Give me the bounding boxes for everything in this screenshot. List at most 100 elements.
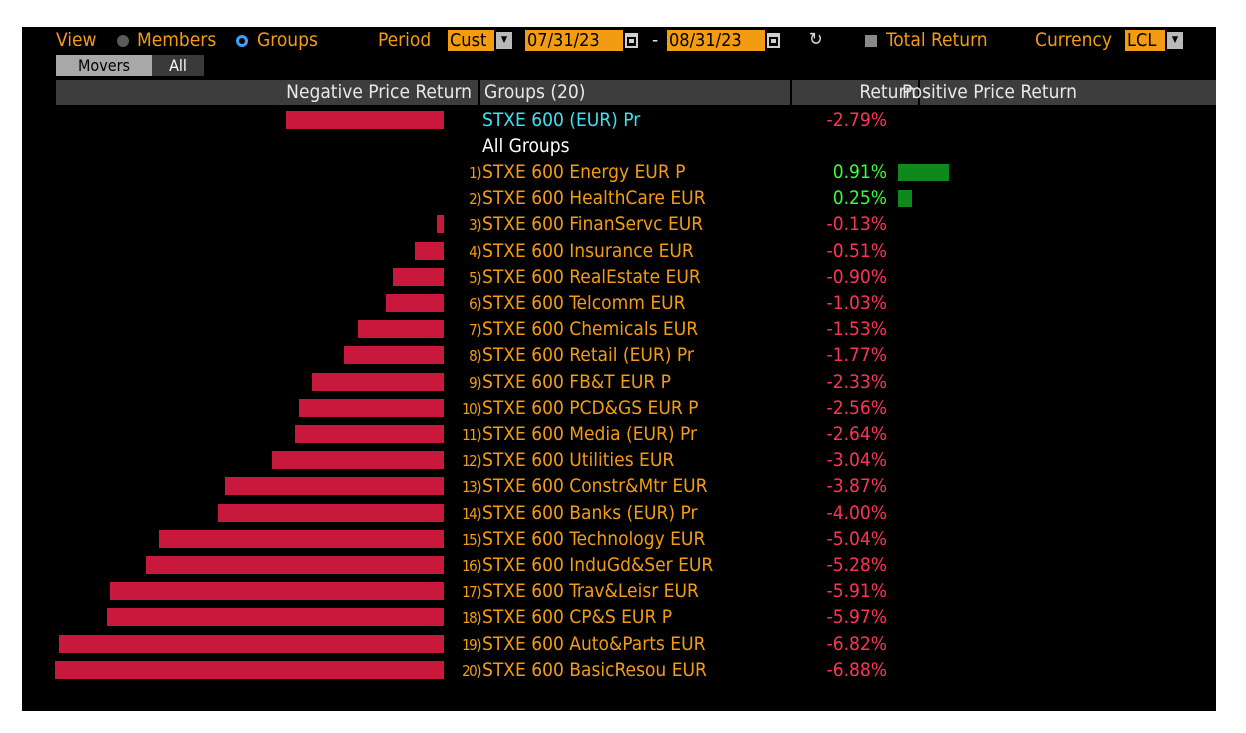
group-return: -1.77% bbox=[826, 344, 887, 367]
negative-return-bar bbox=[272, 451, 444, 470]
table-row[interactable]: 20) STXE 600 BasicResou EUR -6.88% bbox=[22, 657, 1216, 683]
table-row[interactable]: 6) STXE 600 Telcomm EUR -1.03% bbox=[22, 290, 1216, 316]
header-groups[interactable]: Groups (20) bbox=[484, 81, 586, 103]
row-index: 10) bbox=[462, 399, 481, 418]
group-name[interactable]: STXE 600 Chemicals EUR bbox=[482, 318, 699, 341]
period-select[interactable]: Cust bbox=[448, 30, 494, 51]
row-index: 18) bbox=[462, 609, 481, 628]
group-name[interactable]: STXE 600 Telcomm EUR bbox=[482, 292, 686, 314]
table-row[interactable]: 3) STXE 600 FinanServc EUR -0.13% bbox=[22, 211, 1216, 237]
negative-return-bar bbox=[312, 372, 444, 391]
group-return: -0.13% bbox=[826, 213, 887, 236]
table-row[interactable]: 19) STXE 600 Auto&Parts EUR -6.82% bbox=[22, 631, 1216, 657]
row-index: 13) bbox=[462, 478, 481, 497]
table-row[interactable]: 2) STXE 600 HealthCare EUR 0.25% bbox=[22, 185, 1216, 211]
group-return: -5.04% bbox=[826, 527, 887, 550]
group-name[interactable]: STXE 600 Insurance EUR bbox=[482, 239, 694, 262]
row-index: 7) bbox=[469, 321, 481, 340]
refresh-icon[interactable]: ↻ bbox=[809, 29, 823, 50]
group-name[interactable]: STXE 600 Retail (EUR) Pr bbox=[482, 344, 694, 367]
group-return: -1.03% bbox=[826, 292, 887, 314]
row-index: 5) bbox=[469, 268, 481, 287]
table-row[interactable]: 15) STXE 600 Technology EUR -5.04% bbox=[22, 526, 1216, 552]
row-index: 6) bbox=[469, 295, 481, 313]
negative-return-bar bbox=[385, 294, 444, 312]
header-negative: Negative Price Return bbox=[286, 81, 472, 103]
row-index: 8) bbox=[469, 347, 481, 366]
table-row[interactable]: 5) STXE 600 RealEstate EUR -0.90% bbox=[22, 264, 1216, 290]
table-row[interactable]: 16) STXE 600 InduGd&Ser EUR -5.28% bbox=[22, 552, 1216, 578]
benchmark-negative-bar bbox=[286, 111, 444, 129]
tab-movers[interactable]: Movers bbox=[56, 55, 152, 76]
positive-return-bar bbox=[898, 164, 950, 181]
row-index: 11) bbox=[462, 426, 481, 444]
start-date-input[interactable]: 07/31/23 bbox=[525, 30, 623, 51]
group-return: -4.00% bbox=[826, 501, 887, 524]
end-calendar-icon[interactable] bbox=[767, 33, 780, 48]
end-date-input[interactable]: 08/31/23 bbox=[667, 30, 765, 51]
table-row[interactable]: 8) STXE 600 Retail (EUR) Pr -1.77% bbox=[22, 342, 1216, 368]
table-row[interactable]: 10) STXE 600 PCD&GS EUR P -2.56% bbox=[22, 395, 1216, 421]
negative-return-bar bbox=[299, 398, 444, 417]
group-name[interactable]: STXE 600 Banks (EUR) Pr bbox=[482, 501, 698, 524]
start-calendar-icon[interactable] bbox=[625, 33, 638, 48]
group-name[interactable]: STXE 600 Utilities EUR bbox=[482, 449, 675, 472]
group-name[interactable]: STXE 600 RealEstate EUR bbox=[482, 265, 701, 288]
table-row[interactable]: 1) STXE 600 Energy EUR P 0.91% bbox=[22, 159, 1216, 185]
members-radio[interactable] bbox=[117, 35, 129, 47]
group-return: -2.56% bbox=[826, 396, 887, 419]
negative-return-bar bbox=[294, 425, 444, 443]
group-name[interactable]: STXE 600 InduGd&Ser EUR bbox=[482, 554, 714, 576]
total-return-label[interactable]: Total Return bbox=[886, 29, 988, 51]
tab-all[interactable]: All bbox=[152, 55, 204, 76]
benchmark-name[interactable]: STXE 600 (EUR) Pr bbox=[482, 109, 641, 131]
group-name[interactable]: STXE 600 Energy EUR P bbox=[482, 161, 686, 183]
group-name[interactable]: STXE 600 FinanServc EUR bbox=[482, 213, 704, 236]
all-groups-label: All Groups bbox=[482, 135, 570, 157]
total-return-checkbox[interactable] bbox=[865, 35, 877, 47]
table-row[interactable]: 9) STXE 600 FB&T EUR P -2.33% bbox=[22, 369, 1216, 395]
table-row[interactable]: 4) STXE 600 Insurance EUR -0.51% bbox=[22, 238, 1216, 264]
group-name[interactable]: STXE 600 CP&S EUR P bbox=[482, 606, 673, 629]
negative-return-bar bbox=[145, 556, 444, 574]
group-name[interactable]: STXE 600 Auto&Parts EUR bbox=[482, 632, 706, 655]
table-row[interactable]: 17) STXE 600 Trav&Leisr EUR -5.91% bbox=[22, 578, 1216, 604]
members-label[interactable]: Members bbox=[137, 29, 217, 51]
table-row[interactable]: 11) STXE 600 Media (EUR) Pr -2.64% bbox=[22, 421, 1216, 447]
table-row[interactable]: 7) STXE 600 Chemicals EUR -1.53% bbox=[22, 316, 1216, 342]
group-return: -1.53% bbox=[826, 318, 887, 341]
group-name[interactable]: STXE 600 Media (EUR) Pr bbox=[482, 423, 698, 445]
group-name[interactable]: STXE 600 Trav&Leisr EUR bbox=[482, 580, 699, 603]
group-name[interactable]: STXE 600 Constr&Mtr EUR bbox=[482, 475, 708, 498]
terminal-window: View Members Groups Period Cust ▼ 07/31/… bbox=[22, 27, 1216, 711]
row-index: 1) bbox=[469, 164, 481, 182]
group-return: -5.28% bbox=[826, 554, 887, 576]
group-name[interactable]: STXE 600 HealthCare EUR bbox=[482, 187, 706, 210]
benchmark-row[interactable]: STXE 600 (EUR) Pr -2.79% bbox=[22, 107, 1216, 133]
currency-select[interactable]: LCL bbox=[1125, 30, 1165, 51]
period-label: Period bbox=[378, 29, 432, 51]
group-name[interactable]: STXE 600 BasicResou EUR bbox=[482, 658, 707, 681]
groups-label[interactable]: Groups bbox=[257, 29, 318, 51]
all-groups-row: All Groups bbox=[22, 133, 1216, 159]
row-index: 20) bbox=[462, 661, 481, 680]
group-return: -6.82% bbox=[826, 632, 887, 655]
group-return: -3.87% bbox=[826, 475, 887, 498]
date-separator: - bbox=[652, 29, 659, 51]
negative-return-bar bbox=[343, 346, 444, 365]
header-return[interactable]: Return bbox=[859, 81, 916, 103]
group-name[interactable]: STXE 600 Technology EUR bbox=[482, 527, 706, 550]
groups-radio[interactable] bbox=[236, 35, 248, 47]
table-row[interactable]: 18) STXE 600 CP&S EUR P -5.97% bbox=[22, 604, 1216, 630]
negative-return-bar bbox=[159, 529, 444, 548]
negative-return-bar bbox=[106, 608, 444, 627]
table-row[interactable]: 14) STXE 600 Banks (EUR) Pr -4.00% bbox=[22, 500, 1216, 526]
toolbar: View Members Groups Period Cust ▼ 07/31/… bbox=[22, 27, 1216, 54]
header-divider bbox=[918, 80, 920, 105]
group-name[interactable]: STXE 600 PCD&GS EUR P bbox=[482, 396, 699, 419]
period-dropdown-icon[interactable]: ▼ bbox=[496, 32, 512, 49]
group-name[interactable]: STXE 600 FB&T EUR P bbox=[482, 370, 671, 393]
table-row[interactable]: 13) STXE 600 Constr&Mtr EUR -3.87% bbox=[22, 473, 1216, 499]
currency-dropdown-icon[interactable]: ▼ bbox=[1167, 32, 1183, 49]
table-row[interactable]: 12) STXE 600 Utilities EUR -3.04% bbox=[22, 447, 1216, 473]
